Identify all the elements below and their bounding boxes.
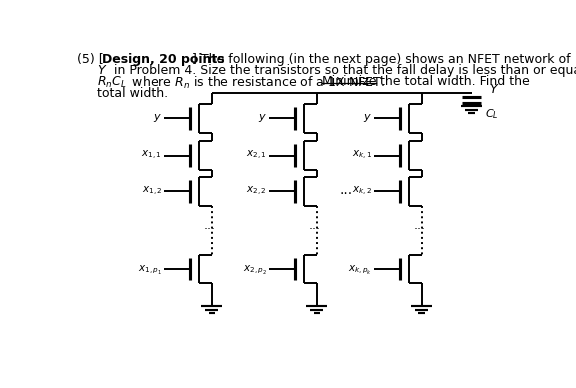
Text: $x_{{k,2}}$: $x_{{k,2}}$: [352, 185, 372, 198]
Text: in Problem 4. Size the transistors so that the fall delay is less than or equal : in Problem 4. Size the transistors so th…: [110, 64, 576, 77]
Text: $x_{{1,p_1}}$: $x_{{1,p_1}}$: [138, 263, 162, 275]
Text: $R_nC_L$: $R_nC_L$: [97, 75, 126, 90]
Text: (5) [: (5) [: [77, 52, 104, 66]
Text: $y$: $y$: [153, 112, 162, 124]
Text: where $R_n$ is the resistance of a 1X NFET.: where $R_n$ is the resistance of a 1X NF…: [128, 75, 386, 91]
Text: $C_L$: $C_L$: [485, 107, 499, 121]
Text: $x_{{k,1}}$: $x_{{k,1}}$: [352, 149, 372, 162]
Text: ...: ...: [203, 219, 215, 232]
Text: $x_{{k,p_k}}$: $x_{{k,p_k}}$: [348, 263, 372, 275]
Text: $y$: $y$: [258, 112, 267, 124]
Text: $x_{{1,2}}$: $x_{{1,2}}$: [142, 185, 162, 198]
Text: $x_{{1,1}}$: $x_{{1,1}}$: [142, 149, 162, 162]
Text: ...: ...: [308, 219, 320, 232]
Text: Design, 20 points: Design, 20 points: [102, 52, 225, 66]
Text: ] The following (in the next page) shows an NFET network of: ] The following (in the next page) shows…: [192, 52, 570, 66]
Text: ...: ...: [340, 183, 353, 197]
Text: $y$: $y$: [363, 112, 372, 124]
Text: $x_{{2,2}}$: $x_{{2,2}}$: [247, 185, 267, 198]
Text: total width.: total width.: [97, 87, 168, 100]
Text: $Y$: $Y$: [97, 64, 107, 77]
Text: $x_{{2,1}}$: $x_{{2,1}}$: [247, 149, 267, 162]
Text: the total width. Find the: the total width. Find the: [376, 75, 529, 88]
Text: ...: ...: [414, 219, 425, 232]
Text: $Y$: $Y$: [490, 83, 500, 96]
Text: $x_{{2,p_2}}$: $x_{{2,p_2}}$: [243, 263, 267, 275]
Text: Minimize: Minimize: [322, 75, 377, 88]
